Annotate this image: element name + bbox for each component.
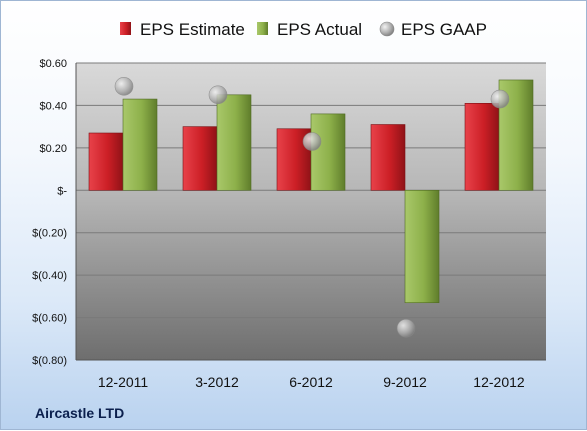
- y-tick-label: $-: [57, 185, 67, 197]
- y-tick-label: $(0.80): [32, 355, 67, 367]
- legend-entry: EPS Actual: [277, 20, 362, 39]
- point-eps-gaap: [396, 318, 416, 338]
- bar-eps-estimate: [182, 126, 218, 191]
- x-tick-label: 6-2012: [289, 374, 333, 390]
- legend: EPS Estimate EPS Actual EPS GAAP: [120, 20, 487, 39]
- x-tick-label: 9-2012: [383, 374, 427, 390]
- y-tick-label: $(0.60): [32, 313, 67, 325]
- bar-eps-actual: [122, 98, 158, 191]
- bar-eps-actual: [310, 113, 346, 191]
- bar-eps-actual: [404, 189, 440, 304]
- x-tick-label: 12-2012: [473, 374, 525, 390]
- legend-entry: EPS GAAP: [401, 20, 487, 39]
- point-eps-gaap: [114, 77, 134, 96]
- company-label: Aircastle LTD: [35, 405, 124, 421]
- y-tick-label: $(0.40): [32, 270, 67, 282]
- y-tick-label: $0.40: [39, 100, 67, 112]
- y-tick-label: $(0.20): [32, 228, 67, 240]
- bar-eps-estimate: [464, 103, 500, 191]
- point-eps-gaap: [302, 132, 322, 151]
- bar-eps-actual: [216, 94, 252, 191]
- y-tick-label: $0.60: [39, 58, 67, 70]
- legend-entry: EPS Estimate: [140, 20, 245, 39]
- legend-swatch: [379, 21, 395, 37]
- point-eps-gaap: [208, 85, 228, 105]
- x-tick-label: 12-2011: [98, 374, 149, 390]
- legend-swatch: [120, 22, 131, 35]
- point-eps-gaap: [490, 89, 510, 109]
- bar-eps-estimate: [88, 132, 124, 191]
- bar-eps-estimate: [370, 124, 406, 191]
- x-tick-label: 3-2012: [195, 374, 239, 390]
- legend-swatch: [257, 22, 268, 35]
- y-tick-label: $0.20: [39, 143, 67, 155]
